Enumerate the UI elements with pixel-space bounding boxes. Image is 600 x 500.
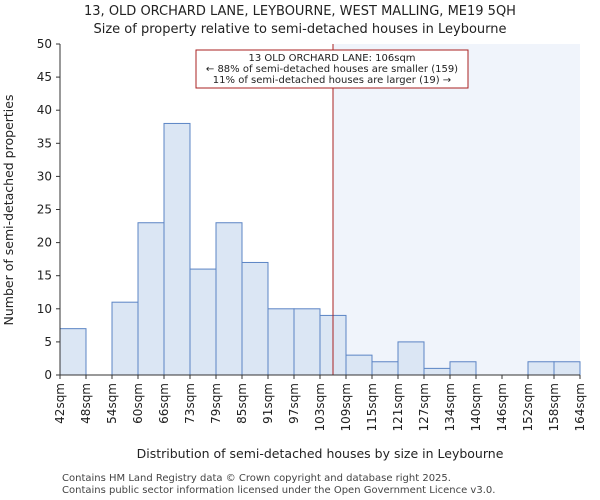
bar-91sqm: [267, 308, 295, 376]
bar-73sqm: [189, 268, 217, 376]
x-tick-label: 42sqm: [53, 383, 67, 424]
chart-title: 13, OLD ORCHARD LANE, LEYBOURNE, WEST MA…: [84, 4, 516, 19]
bar-109sqm: [345, 354, 373, 376]
annotation-line-3: 11% of semi-detached houses are larger (…: [213, 75, 451, 86]
x-tick-label: 60sqm: [131, 383, 145, 424]
x-axis-label: Distribution of semi-detached houses by …: [137, 446, 504, 461]
y-axis-ticks: 0 5 10 15 20 25 30 35 40 45 50: [37, 37, 60, 382]
larger-houses-region: [333, 44, 580, 375]
x-tick-label: 48sqm: [79, 383, 93, 424]
y-tick-label: 30: [37, 169, 52, 183]
x-tick-label: 127sqm: [417, 383, 431, 431]
chart-subtitle: Size of property relative to semi-detach…: [93, 22, 506, 37]
x-tick-label: 103sqm: [313, 383, 327, 431]
x-tick-label: 109sqm: [339, 383, 353, 431]
bar-60sqm: [137, 222, 165, 376]
x-tick-label: 164sqm: [573, 383, 587, 431]
x-tick-label: 146sqm: [495, 383, 509, 431]
x-tick-label: 158sqm: [547, 383, 561, 431]
y-tick-label: 5: [44, 335, 52, 349]
x-tick-label: 140sqm: [469, 383, 483, 431]
y-tick-label: 40: [37, 103, 52, 117]
x-tick-label: 73sqm: [183, 383, 197, 424]
bar-54sqm: [111, 301, 139, 376]
x-tick-label: 85sqm: [235, 383, 249, 424]
x-tick-label: 152sqm: [521, 383, 535, 431]
bar-85sqm: [241, 261, 269, 376]
x-tick-label: 91sqm: [261, 383, 275, 424]
x-axis-ticks: 42sqm 48sqm 54sqm 60sqm 66sqm 73sqm 79sqm 85sqm…: [53, 375, 587, 431]
footer-line-2: Contains public sector information licen…: [62, 485, 496, 496]
y-tick-label: 25: [37, 203, 52, 217]
x-tick-label: 134sqm: [443, 383, 457, 431]
bar-152sqm: [527, 361, 555, 376]
y-tick-label: 0: [44, 368, 52, 382]
x-tick-label: 115sqm: [365, 383, 379, 431]
x-tick-label: 97sqm: [287, 383, 301, 424]
x-tick-label: 66sqm: [157, 383, 171, 424]
x-tick-label: 54sqm: [105, 383, 119, 424]
y-tick-label: 50: [37, 37, 52, 51]
annotation-box: [195, 49, 469, 89]
bar-134sqm: [449, 361, 477, 376]
x-tick-label: 79sqm: [209, 383, 223, 424]
y-tick-label: 10: [37, 302, 52, 316]
bar-127sqm: [423, 367, 451, 376]
y-tick-label: 15: [37, 269, 52, 283]
subject-annotation: 13 OLD ORCHARD LANE: 106sqm ← 88% of sem…: [195, 49, 469, 89]
x-tick-label: 121sqm: [391, 383, 405, 431]
bar-158sqm: [553, 361, 581, 376]
bar-42sqm: [59, 328, 87, 376]
bar-79sqm: [215, 222, 243, 376]
y-tick-label: 45: [37, 70, 52, 84]
y-tick-label: 35: [37, 136, 52, 150]
footer-line-1: Contains HM Land Registry data © Crown c…: [62, 473, 451, 484]
bar-121sqm: [397, 341, 425, 376]
y-axis-label: Number of semi-detached properties: [1, 95, 16, 326]
y-tick-label: 20: [37, 236, 52, 250]
bar-115sqm: [371, 361, 399, 376]
annotation-line-1: 13 OLD ORCHARD LANE: 106sqm: [248, 53, 415, 64]
annotation-line-2: ← 88% of semi-detached houses are smalle…: [206, 64, 458, 75]
bar-97sqm: [293, 308, 321, 376]
bars-group: [59, 122, 581, 376]
bar-66sqm: [163, 122, 191, 376]
